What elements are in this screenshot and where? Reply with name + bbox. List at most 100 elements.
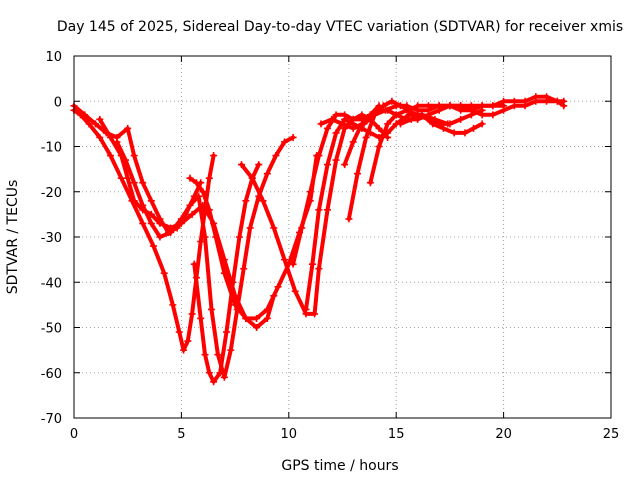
y-tick-label: 10 xyxy=(45,50,62,65)
data-point xyxy=(210,378,218,386)
data-point xyxy=(489,111,497,119)
data-point xyxy=(231,301,239,309)
data-point xyxy=(291,287,299,295)
data-point xyxy=(107,133,115,141)
data-point xyxy=(117,174,125,182)
data-point xyxy=(306,188,314,196)
data-point xyxy=(470,124,478,132)
data-point xyxy=(521,102,529,110)
data-point xyxy=(263,170,271,178)
data-point xyxy=(375,143,383,150)
data-point xyxy=(467,111,475,119)
data-point xyxy=(263,314,271,322)
data-point xyxy=(149,242,157,250)
data-point xyxy=(205,369,213,377)
data-point xyxy=(96,115,104,123)
series-sat-a xyxy=(70,106,218,354)
data-point xyxy=(169,301,177,309)
y-axis-label: SDTVAR / TECUs xyxy=(5,180,21,295)
data-point xyxy=(289,133,297,141)
data-point xyxy=(349,138,357,146)
series-sat-g xyxy=(238,111,392,318)
data-point xyxy=(177,215,185,223)
data-point xyxy=(500,102,508,110)
y-tick-label: -60 xyxy=(41,367,62,382)
series-line xyxy=(97,117,276,330)
x-tick-label: 15 xyxy=(388,427,405,442)
data-point xyxy=(396,120,404,128)
data-point xyxy=(167,228,175,236)
data-point xyxy=(414,102,422,110)
data-point xyxy=(366,179,374,187)
data-point xyxy=(341,111,349,119)
data-point xyxy=(130,197,138,205)
data-point xyxy=(302,305,310,313)
data-point xyxy=(107,152,115,160)
data-point xyxy=(362,133,370,141)
data-point xyxy=(96,133,104,141)
y-tick-label: -50 xyxy=(41,322,62,337)
x-axis-label: GPS time / hours xyxy=(281,458,398,474)
data-point xyxy=(489,102,497,110)
data-point xyxy=(130,179,138,187)
data-point xyxy=(323,161,331,169)
data-point xyxy=(156,233,164,241)
y-tick-label: 0 xyxy=(54,95,62,110)
data-point xyxy=(315,265,323,273)
data-point xyxy=(403,106,411,114)
data-point xyxy=(543,97,551,105)
data-point xyxy=(308,260,316,268)
data-point xyxy=(238,161,246,169)
data-point xyxy=(259,197,267,205)
data-point xyxy=(240,265,248,273)
x-tick-label: 25 xyxy=(603,427,620,442)
data-point xyxy=(85,120,93,128)
data-point xyxy=(139,219,147,227)
data-point xyxy=(124,174,132,182)
data-point xyxy=(478,106,486,114)
data-point xyxy=(371,111,379,119)
data-point xyxy=(242,314,250,322)
y-tick-label: -10 xyxy=(41,141,62,156)
data-point xyxy=(560,102,568,110)
data-point xyxy=(429,120,437,128)
data-point xyxy=(311,310,319,318)
data-point xyxy=(345,215,353,223)
data-point xyxy=(315,206,323,214)
data-point xyxy=(339,120,346,128)
data-point xyxy=(190,260,198,268)
data-point xyxy=(315,152,323,160)
data-point xyxy=(214,351,222,359)
data-point xyxy=(450,129,458,137)
data-point xyxy=(156,219,164,227)
data-point xyxy=(317,120,325,128)
data-point xyxy=(220,269,228,277)
series-sat-e xyxy=(190,161,263,386)
data-point xyxy=(281,138,289,146)
data-point xyxy=(384,120,392,128)
data-point xyxy=(510,102,518,110)
data-point xyxy=(332,111,340,119)
data-point xyxy=(532,97,540,105)
data-point xyxy=(248,174,256,182)
x-tick-label: 10 xyxy=(281,427,298,442)
data-point xyxy=(197,314,205,322)
chart-title: Day 145 of 2025, Sidereal Day-to-day VTE… xyxy=(57,19,623,35)
y-tick-label: -20 xyxy=(41,186,62,201)
data-point xyxy=(188,210,196,218)
data-point xyxy=(199,188,207,196)
data-point xyxy=(175,328,183,336)
data-point xyxy=(418,111,426,119)
data-point xyxy=(332,129,340,137)
data-point xyxy=(384,106,392,114)
data-point xyxy=(253,324,261,331)
grid xyxy=(74,56,611,418)
data-point xyxy=(392,111,400,119)
data-point xyxy=(388,97,396,105)
series-line xyxy=(72,108,216,353)
data-point xyxy=(180,346,188,354)
data-point xyxy=(354,170,362,178)
data-point xyxy=(139,179,147,187)
series-line xyxy=(192,162,261,384)
data-point xyxy=(467,102,475,110)
